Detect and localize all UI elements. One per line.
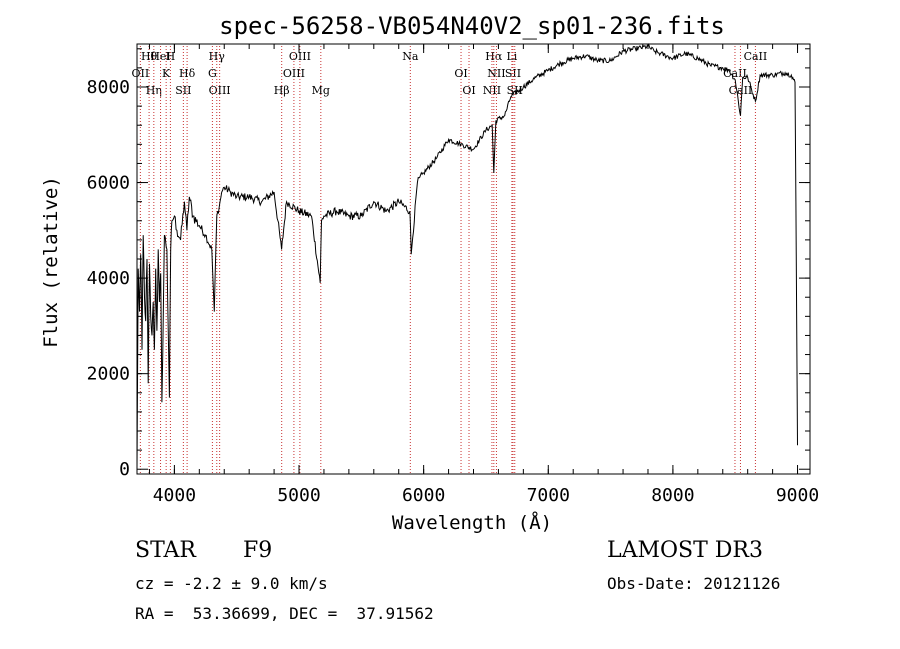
line-marker-label: Hη <box>146 84 162 97</box>
x-tick-label: 7000 <box>527 485 570 506</box>
y-axis: 0 2000 4000 6000 8000 <box>87 48 810 480</box>
line-marker-label: Mg <box>312 84 330 97</box>
y-tick-label: 0 <box>119 459 130 480</box>
subclass: F9 <box>243 538 273 563</box>
line-marker-label: OI <box>454 67 467 80</box>
obs-date: Obs-Date: 20121126 <box>607 574 781 593</box>
line-marker-label: SII <box>175 84 191 97</box>
line-marker-label: G <box>208 67 217 80</box>
chart-title: spec-56258-VB054N40V2_sp01-236.fits <box>219 12 725 40</box>
y-axis-label: Flux (relative) <box>40 176 62 348</box>
line-marker-label: Hβ <box>274 84 290 97</box>
line-marker-label: H <box>166 50 176 63</box>
redshift-text: cz = -2.2 ± 9.0 km/s <box>135 574 328 593</box>
line-marker-label: OI <box>462 84 475 97</box>
y-tick-label: 6000 <box>87 173 130 194</box>
y-tick-label: 2000 <box>87 364 130 385</box>
spectrum-line <box>136 43 798 470</box>
line-markers: Hθ OII Hη HeI K SII HHδ OIII Hγ G Hβ OIII OIII Mg Na OI… <box>132 46 768 474</box>
x-tick-label: 4000 <box>153 485 196 506</box>
x-tick-label: 5000 <box>277 485 320 506</box>
line-marker-label: K <box>162 67 171 80</box>
object-class: STAR <box>135 538 196 563</box>
line-marker-label: SII <box>505 67 521 80</box>
line-marker-label: Hδ <box>179 67 196 80</box>
line-marker-label: CaII <box>744 50 768 63</box>
survey-label: LAMOST DR3 <box>607 538 763 563</box>
y-tick-label: 8000 <box>87 77 130 98</box>
x-tick-label: 6000 <box>402 485 445 506</box>
line-marker-label: NII <box>483 84 501 97</box>
line-marker-label: OIII <box>289 50 311 63</box>
line-marker-label: CaII <box>729 84 753 97</box>
line-marker-label: Na <box>402 50 419 63</box>
x-tick-label: 8000 <box>651 485 694 506</box>
line-marker-label: OIII <box>283 67 305 80</box>
x-axis: 4000 5000 6000 7000 8000 9000 <box>148 44 819 506</box>
line-marker-label: Hθ <box>141 50 158 63</box>
line-marker-label: Li <box>506 50 517 63</box>
coordinates: RA = 53.36699, DEC = 37.91562 <box>135 604 434 623</box>
line-marker-label: OII <box>132 67 150 80</box>
y-tick-label: 4000 <box>87 268 130 289</box>
line-marker-label: HeI <box>150 50 170 63</box>
plot-frame <box>136 43 811 475</box>
x-tick-label: 9000 <box>776 485 819 506</box>
line-marker-label: NII <box>487 67 505 80</box>
line-marker-label: SII <box>507 84 523 97</box>
x-axis-label: Wavelength (Å) <box>392 511 552 534</box>
line-marker-label: Hα <box>485 50 503 63</box>
line-marker-label: Hγ <box>209 50 226 63</box>
line-marker-label: OIII <box>209 84 231 97</box>
